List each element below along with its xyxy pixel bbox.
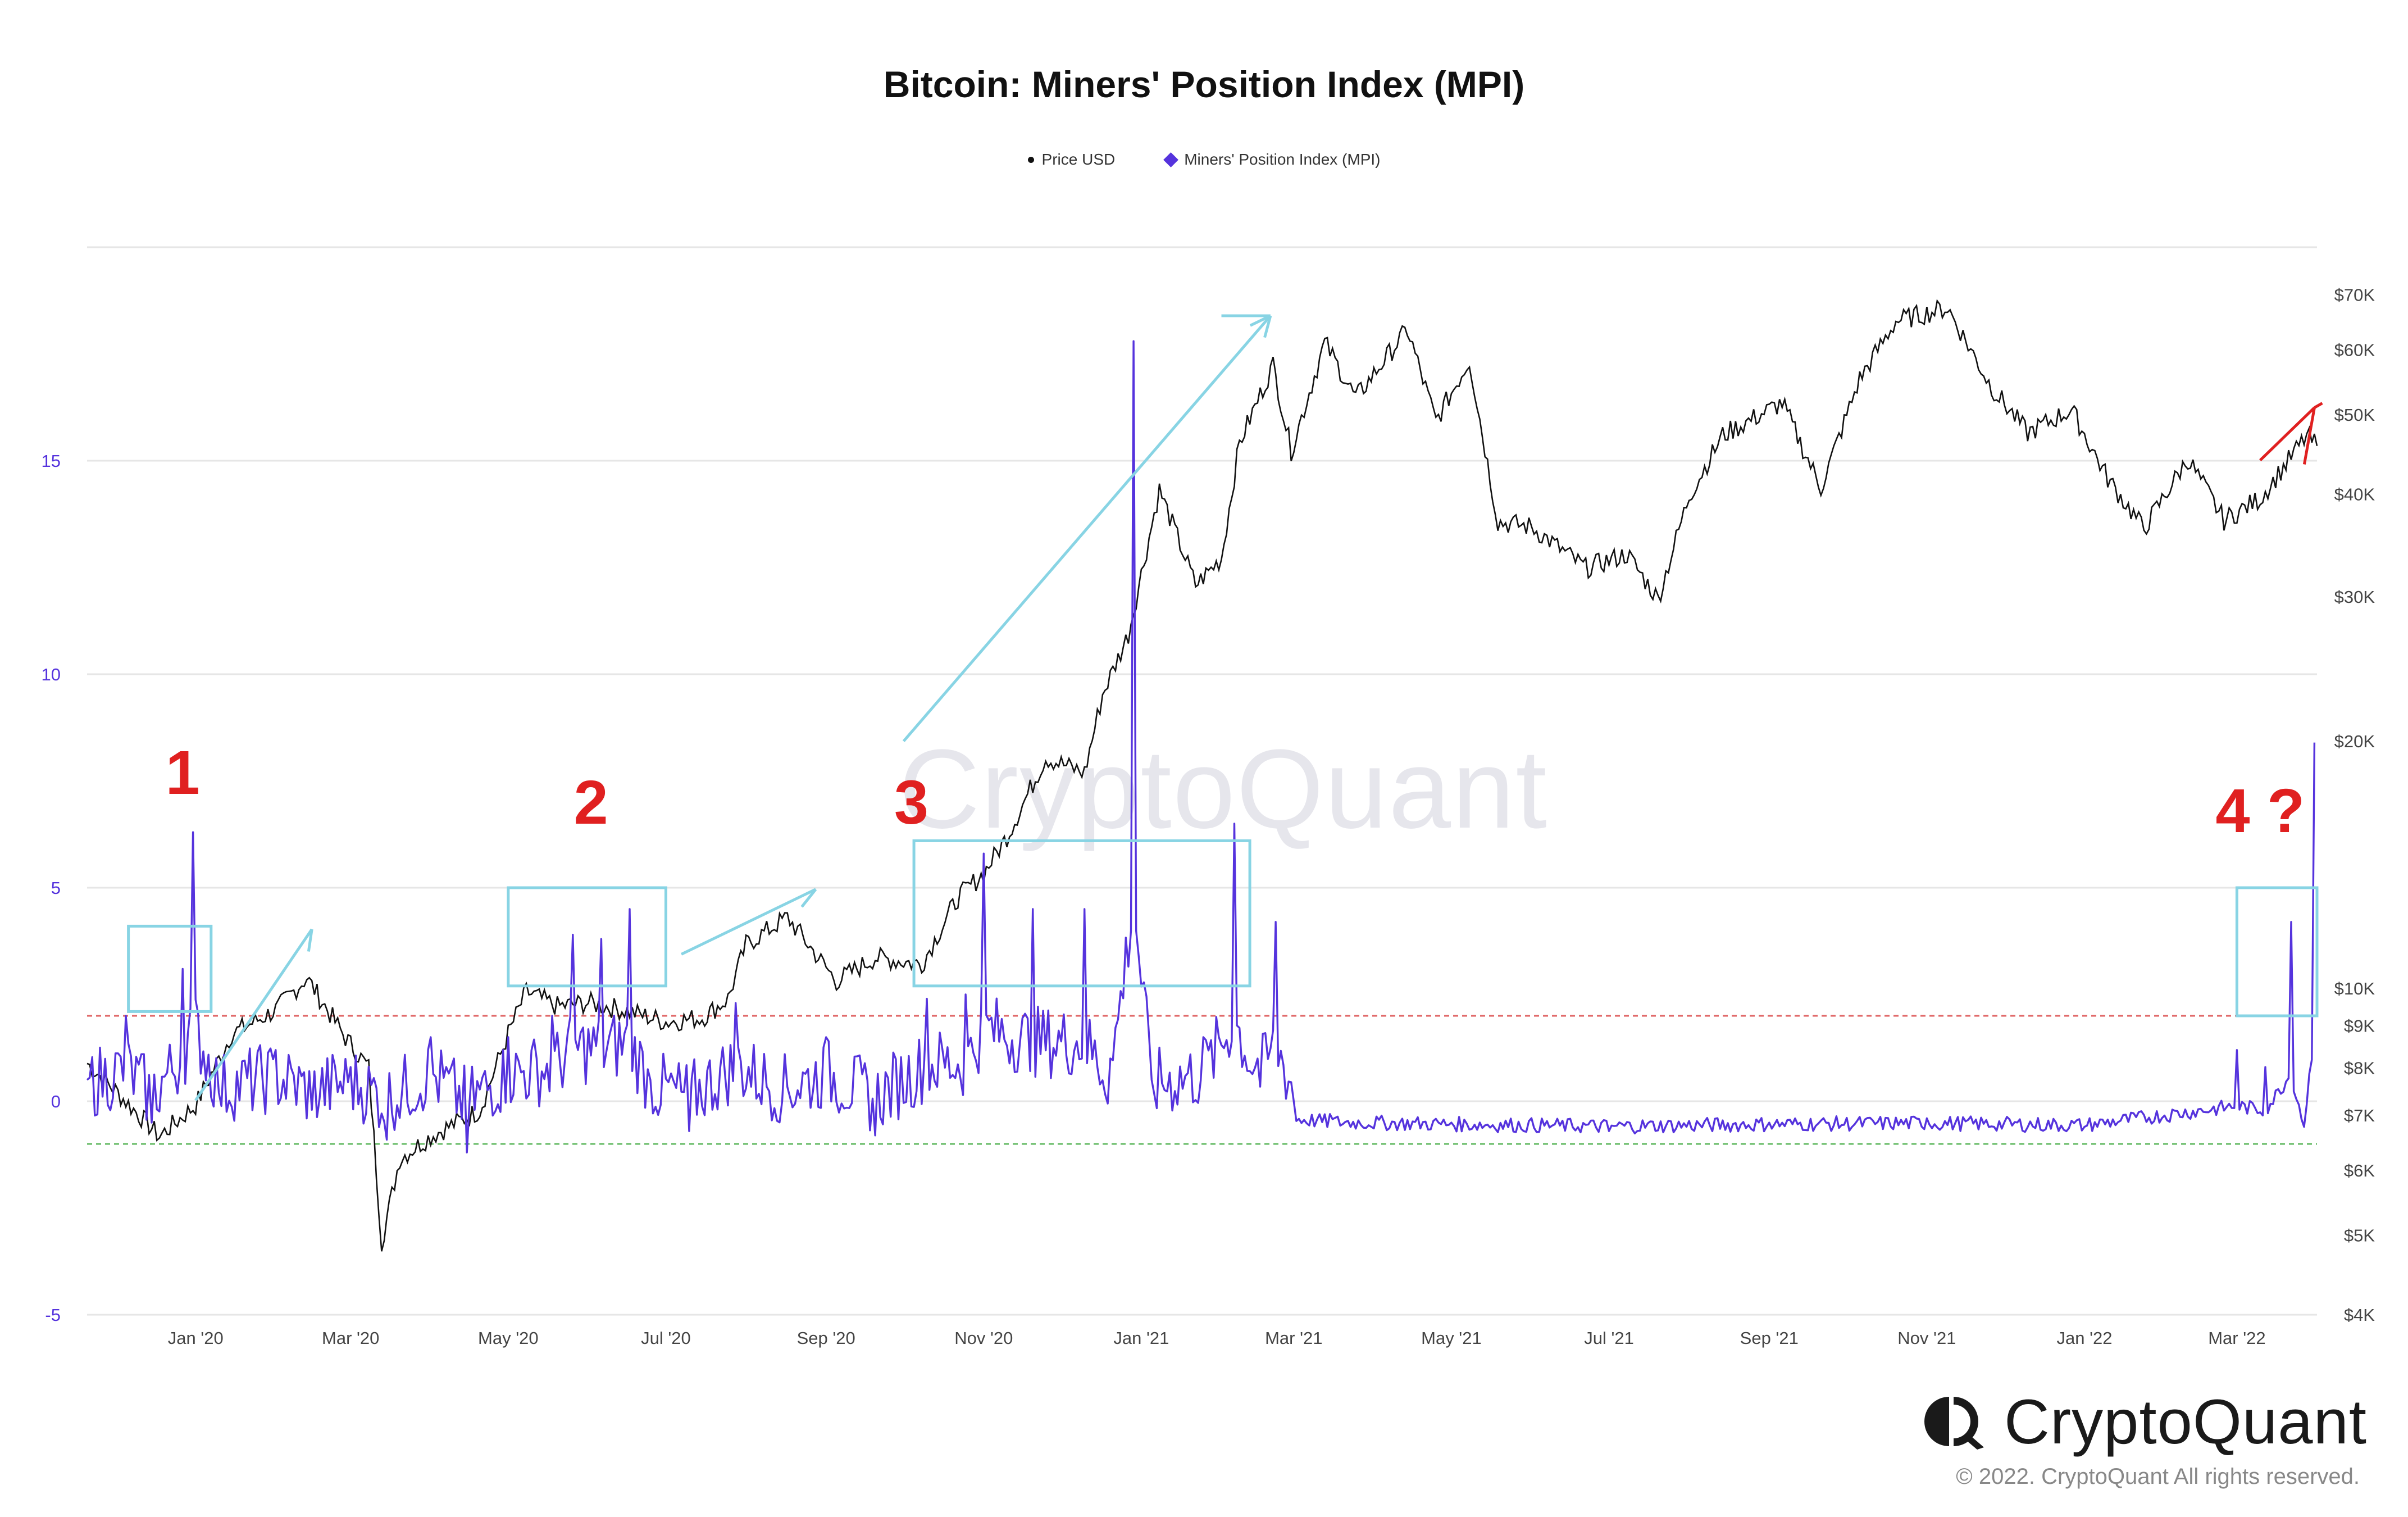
mpi-series (86, 340, 2316, 1153)
cryptoquant-logo-icon (1924, 1397, 1984, 1450)
y-left-tick-label: -5 (45, 1305, 61, 1325)
x-tick-label: Mar '21 (1265, 1328, 1322, 1348)
y-left-tick-label: 10 (42, 665, 61, 684)
brand-name: CryptoQuant (2004, 1386, 2367, 1457)
annotation-label: 3 (894, 768, 928, 837)
red-trend-arrow-head (2314, 402, 2323, 409)
y-right-tick-label: $50K (2334, 405, 2375, 425)
annotation-layer: 1 2 3 4 ? (127, 314, 2323, 1101)
legend-item-price[interactable]: Price USD (1027, 151, 1116, 169)
annotation-label: 1 (166, 738, 200, 807)
x-tick-label: Jul '20 (641, 1328, 691, 1348)
trend-arrow-head (1249, 314, 1271, 327)
x-tick-label: Sep '20 (797, 1328, 855, 1348)
x-tick-label: May '20 (478, 1328, 539, 1348)
x-tick-label: Nov '20 (954, 1328, 1013, 1348)
axis-labels: 15 10 5 0 -5 $70K $60K $50K $40K $30K $20K $10K $9K $… (42, 285, 2375, 1348)
x-tick-label: Jul '21 (1584, 1328, 1634, 1348)
watermark: CryptoQuant (899, 726, 1548, 852)
y-right-tick-label: $6K (2344, 1161, 2375, 1180)
y-left-tick-label: 15 (42, 451, 61, 471)
x-tick-label: Jan '21 (1113, 1328, 1169, 1348)
legend-price-label: Price USD (1041, 151, 1116, 168)
y-right-tick-label: $40K (2334, 485, 2375, 505)
red-trend-arrow (2259, 406, 2316, 461)
brand-logo: CryptoQuant (1921, 1386, 2382, 1457)
grid-layer (87, 246, 2317, 1316)
trend-arrow-head (307, 929, 313, 952)
annotation-label: 2 (573, 768, 608, 837)
copyright-text: © 2022. CryptoQuant All rights reserved. (1956, 1464, 2360, 1489)
x-tick-label: Jan '20 (168, 1328, 224, 1348)
y-right-tick-label: $10K (2334, 979, 2375, 998)
highlight-box (2235, 886, 2319, 1018)
y-right-tick-label: $20K (2334, 732, 2375, 751)
red-trend-arrow-head (2302, 407, 2316, 465)
highlight-box (912, 839, 1251, 988)
y-left-tick-label: 0 (51, 1092, 61, 1111)
trend-arrow-head (1263, 315, 1272, 338)
x-tick-label: Nov '21 (1897, 1328, 1956, 1348)
trend-arrow (902, 315, 1272, 742)
y-right-tick-label: $60K (2334, 340, 2375, 360)
x-tick-label: Jan '22 (2056, 1328, 2112, 1348)
mpi-line (86, 340, 2316, 1153)
price-series (87, 299, 2318, 1252)
y-right-tick-label: $5K (2344, 1225, 2375, 1245)
legend-item-mpi[interactable]: Miners' Position Index (MPI) (1163, 151, 1381, 169)
legend-mpi-label: Miners' Position Index (MPI) (1184, 151, 1381, 168)
annotation-label: 4 ? (2215, 776, 2305, 846)
trend-arrow-head (800, 888, 817, 908)
x-tick-label: Sep '21 (1740, 1328, 1799, 1348)
y-left-tick-label: 5 (51, 878, 61, 898)
y-right-tick-label: $9K (2344, 1016, 2375, 1036)
trend-arrow (194, 928, 313, 1101)
highlight-box (127, 924, 213, 1013)
legend-mpi-diamond-icon (1163, 152, 1179, 167)
y-right-tick-label: $70K (2334, 285, 2375, 305)
threshold-layer (87, 1015, 2317, 1145)
legend-price-dot-icon (1027, 156, 1034, 163)
y-right-tick-label: $8K (2344, 1058, 2375, 1078)
x-tick-label: Mar '20 (322, 1328, 379, 1348)
trend-arrow (680, 888, 817, 956)
y-right-tick-label: $30K (2334, 587, 2375, 607)
legend: Price USD Miners' Position Index (MPI) (0, 151, 2408, 169)
y-right-tick-label: $7K (2344, 1106, 2375, 1125)
highlight-box (507, 886, 667, 988)
price-usd-line (87, 299, 2318, 1252)
y-right-tick-label: $4K (2344, 1305, 2375, 1325)
chart-title: Bitcoin: Miners' Position Index (MPI) (883, 63, 1525, 105)
x-tick-label: May '21 (1421, 1328, 1482, 1348)
x-tick-label: Mar '22 (2208, 1328, 2265, 1348)
